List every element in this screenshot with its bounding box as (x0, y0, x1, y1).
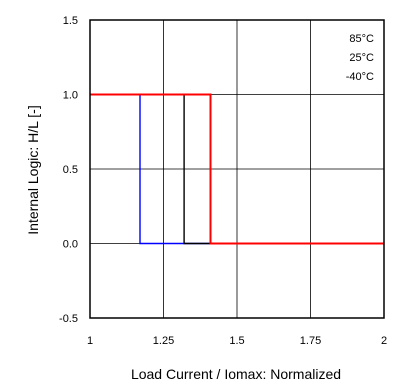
y-tick-label: 0.0 (63, 239, 78, 251)
legend-entry: 85°C (349, 33, 374, 45)
series-line (90, 93, 384, 245)
y-tick-label: 0.5 (63, 164, 78, 176)
x-tick-label: 1.25 (153, 335, 174, 347)
legend-entry: 25°C (349, 52, 374, 64)
grid-lines (90, 20, 384, 318)
x-tick-labels: 1 1.25 1.5 1.75 2 (87, 335, 387, 347)
x-axis-label: Load Current / Iomax: Normalized (131, 366, 341, 382)
data-series (90, 93, 384, 245)
x-tick-label: 1.75 (300, 335, 321, 347)
x-tick-label: 1.5 (229, 335, 244, 347)
x-tick-label: 2 (381, 335, 387, 347)
y-tick-labels: -0.5 0.0 0.5 1.0 1.5 (59, 15, 78, 325)
legend-entry: -40°C (346, 71, 374, 83)
y-tick-label: 1.0 (63, 90, 78, 102)
y-tick-label: -0.5 (59, 313, 78, 325)
y-tick-label: 1.5 (63, 15, 78, 27)
plot-frame (89, 19, 385, 319)
x-tick-label: 1 (87, 335, 93, 347)
y-axis-label: Internal Logic: H/L [-] (25, 105, 41, 234)
legend: 85°C 25°C -40°C (346, 33, 374, 83)
